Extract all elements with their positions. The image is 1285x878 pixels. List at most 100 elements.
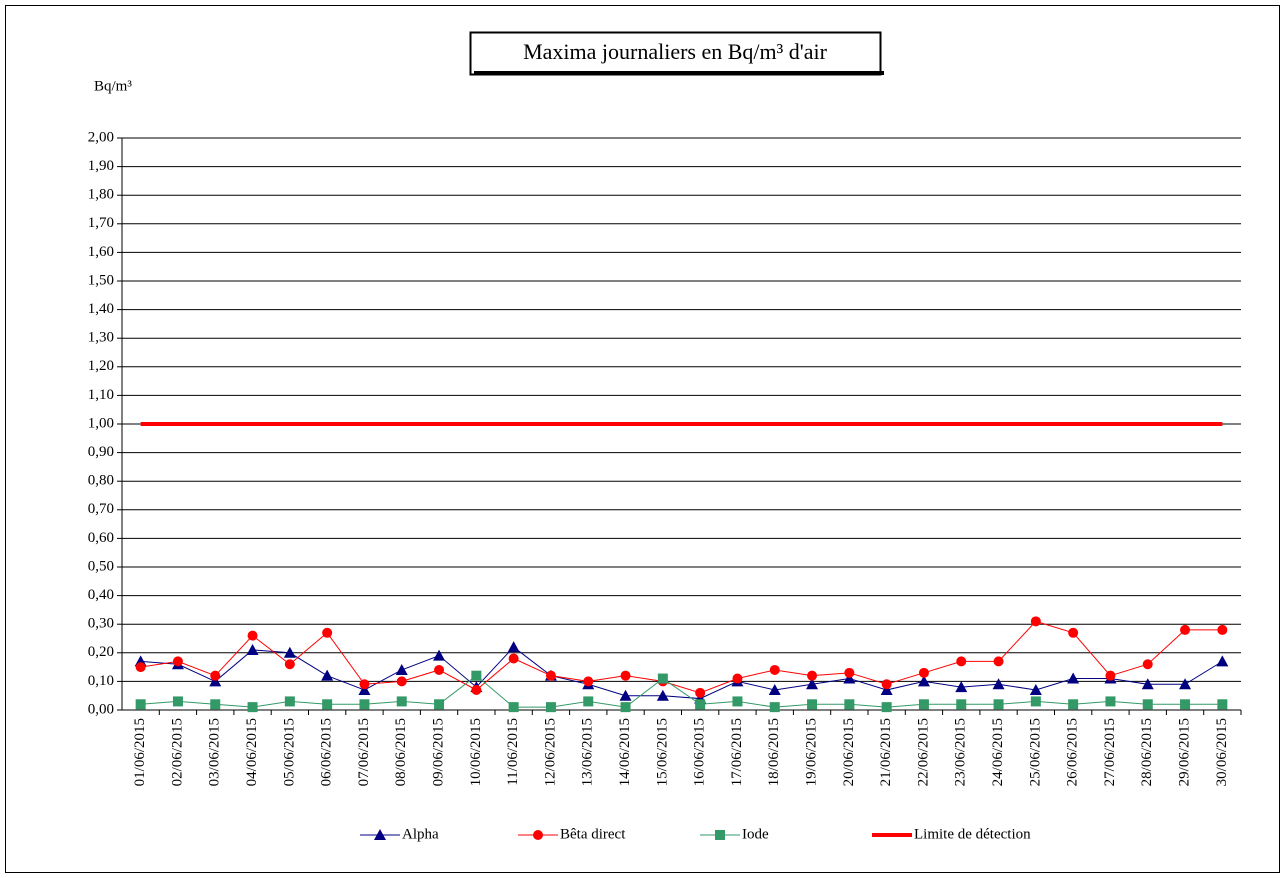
y-tick-label: 1,20	[88, 358, 114, 374]
legend-marker	[374, 829, 386, 840]
x-tick-label: 25/06/2015	[1027, 718, 1043, 786]
x-tick-label: 02/06/2015	[169, 718, 185, 786]
data-point	[695, 699, 706, 710]
y-tick-label: 1,10	[88, 387, 114, 403]
y-tick-label: 0,10	[88, 673, 114, 689]
data-point	[1105, 696, 1116, 707]
x-tick-label: 29/06/2015	[1176, 718, 1192, 786]
data-point	[135, 699, 146, 710]
x-tick-label: 30/06/2015	[1214, 718, 1230, 786]
data-point	[583, 696, 594, 707]
y-tick-label: 2,00	[88, 129, 114, 145]
data-point	[359, 699, 370, 710]
x-tick-label: 10/06/2015	[468, 718, 484, 786]
data-point	[807, 699, 818, 710]
series-line	[140, 675, 1223, 708]
data-point	[545, 670, 556, 681]
data-point	[1030, 696, 1041, 707]
data-point	[807, 670, 818, 681]
chart-frame	[5, 5, 1280, 873]
data-point	[135, 662, 146, 673]
data-point	[358, 683, 371, 695]
x-tick-label: 24/06/2015	[990, 718, 1006, 786]
y-tick-label: 0,40	[88, 587, 114, 603]
legend-label: Bêta direct	[560, 826, 626, 842]
data-point	[508, 702, 519, 713]
legend-label: Iode	[742, 826, 769, 842]
y-tick-label: 1,00	[88, 415, 114, 431]
data-point	[993, 699, 1004, 710]
x-tick-label: 22/06/2015	[915, 718, 931, 786]
x-tick-label: 08/06/2015	[393, 718, 409, 786]
data-point	[395, 663, 408, 675]
data-point	[247, 702, 258, 713]
legend-marker	[715, 830, 725, 840]
data-point	[917, 675, 930, 687]
y-tick-label: 0,50	[88, 558, 114, 574]
data-point	[918, 667, 929, 678]
y-tick-label: 1,30	[88, 330, 114, 346]
data-point	[918, 699, 929, 710]
x-tick-label: 06/06/2015	[319, 718, 335, 786]
data-point	[881, 702, 892, 713]
y-tick-label: 0,70	[88, 501, 114, 517]
chart-title: Maxima journaliers en Bq/m³ d'air	[523, 39, 827, 64]
data-point	[844, 699, 855, 710]
data-point	[955, 681, 968, 693]
data-point	[1179, 678, 1192, 690]
data-point	[732, 696, 743, 707]
x-tick-label: 27/06/2015	[1102, 718, 1118, 786]
x-tick-label: 19/06/2015	[803, 718, 819, 786]
data-point	[545, 702, 556, 713]
data-point	[172, 696, 183, 707]
y-tick-label: 0,80	[88, 473, 114, 489]
y-axis-label: Bq/m³	[94, 78, 132, 94]
data-point	[1180, 624, 1191, 635]
data-point	[1029, 683, 1042, 695]
data-point	[880, 683, 893, 695]
data-point	[992, 678, 1005, 690]
data-point	[1068, 699, 1079, 710]
data-point	[956, 699, 967, 710]
data-point	[583, 676, 594, 687]
data-point	[806, 678, 819, 690]
data-point	[993, 656, 1004, 667]
y-tick-label: 1,90	[88, 158, 114, 174]
y-tick-label: 1,40	[88, 301, 114, 317]
data-point	[434, 664, 445, 675]
data-point	[768, 683, 781, 695]
y-tick-label: 1,80	[88, 187, 114, 203]
x-tick-label: 13/06/2015	[580, 718, 596, 786]
x-tick-label: 03/06/2015	[207, 718, 223, 786]
series-line	[140, 620, 1223, 694]
x-tick-label: 07/06/2015	[356, 718, 372, 786]
y-tick-label: 0,30	[88, 616, 114, 632]
data-point	[434, 699, 445, 710]
data-point	[695, 687, 706, 698]
x-tick-label: 28/06/2015	[1139, 718, 1155, 786]
data-point	[769, 664, 780, 675]
data-point	[620, 670, 631, 681]
x-tick-label: 11/06/2015	[505, 718, 521, 786]
data-point	[1068, 627, 1079, 638]
y-tick-label: 0,00	[88, 701, 114, 717]
data-point	[471, 670, 482, 681]
x-tick-label: 18/06/2015	[766, 718, 782, 786]
x-tick-label: 16/06/2015	[692, 718, 708, 786]
title-box	[469, 31, 882, 76]
data-point	[1067, 672, 1080, 684]
data-point	[396, 676, 407, 687]
data-point	[210, 670, 221, 681]
data-point	[247, 630, 258, 641]
data-point	[359, 679, 370, 690]
data-point	[284, 659, 295, 670]
data-point	[1142, 659, 1153, 670]
data-point	[1105, 670, 1116, 681]
x-tick-label: 23/06/2015	[953, 718, 969, 786]
data-point	[283, 646, 296, 658]
data-point	[1030, 616, 1041, 627]
data-point	[322, 627, 333, 638]
y-tick-label: 1,50	[88, 272, 114, 288]
data-point	[1142, 699, 1153, 710]
